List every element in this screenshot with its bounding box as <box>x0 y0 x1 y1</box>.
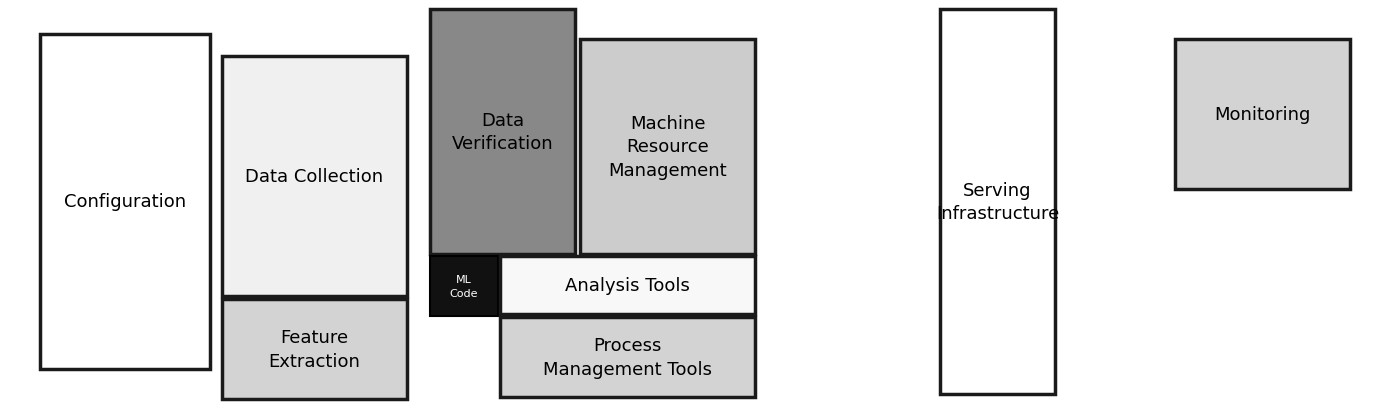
Text: Data Collection: Data Collection <box>246 168 384 185</box>
Text: Configuration: Configuration <box>64 193 186 211</box>
Bar <box>430 256 498 316</box>
Bar <box>940 10 1055 394</box>
Bar <box>222 299 407 399</box>
Bar <box>499 317 755 397</box>
Text: Process
Management Tools: Process Management Tools <box>543 337 711 378</box>
Bar <box>430 10 575 254</box>
Bar <box>580 40 755 254</box>
Text: Monitoring: Monitoring <box>1214 106 1311 124</box>
Bar <box>40 35 211 369</box>
Bar <box>499 256 755 314</box>
Text: Data
Verification: Data Verification <box>452 111 554 153</box>
Text: Machine
Resource
Management: Machine Resource Management <box>608 115 727 180</box>
Text: ML
Code: ML Code <box>449 275 478 298</box>
Text: Feature
Extraction: Feature Extraction <box>269 328 360 370</box>
Bar <box>1175 40 1350 190</box>
Text: Analysis Tools: Analysis Tools <box>565 276 691 294</box>
Bar <box>222 57 407 296</box>
Text: Serving
Infrastructure: Serving Infrastructure <box>936 181 1059 223</box>
